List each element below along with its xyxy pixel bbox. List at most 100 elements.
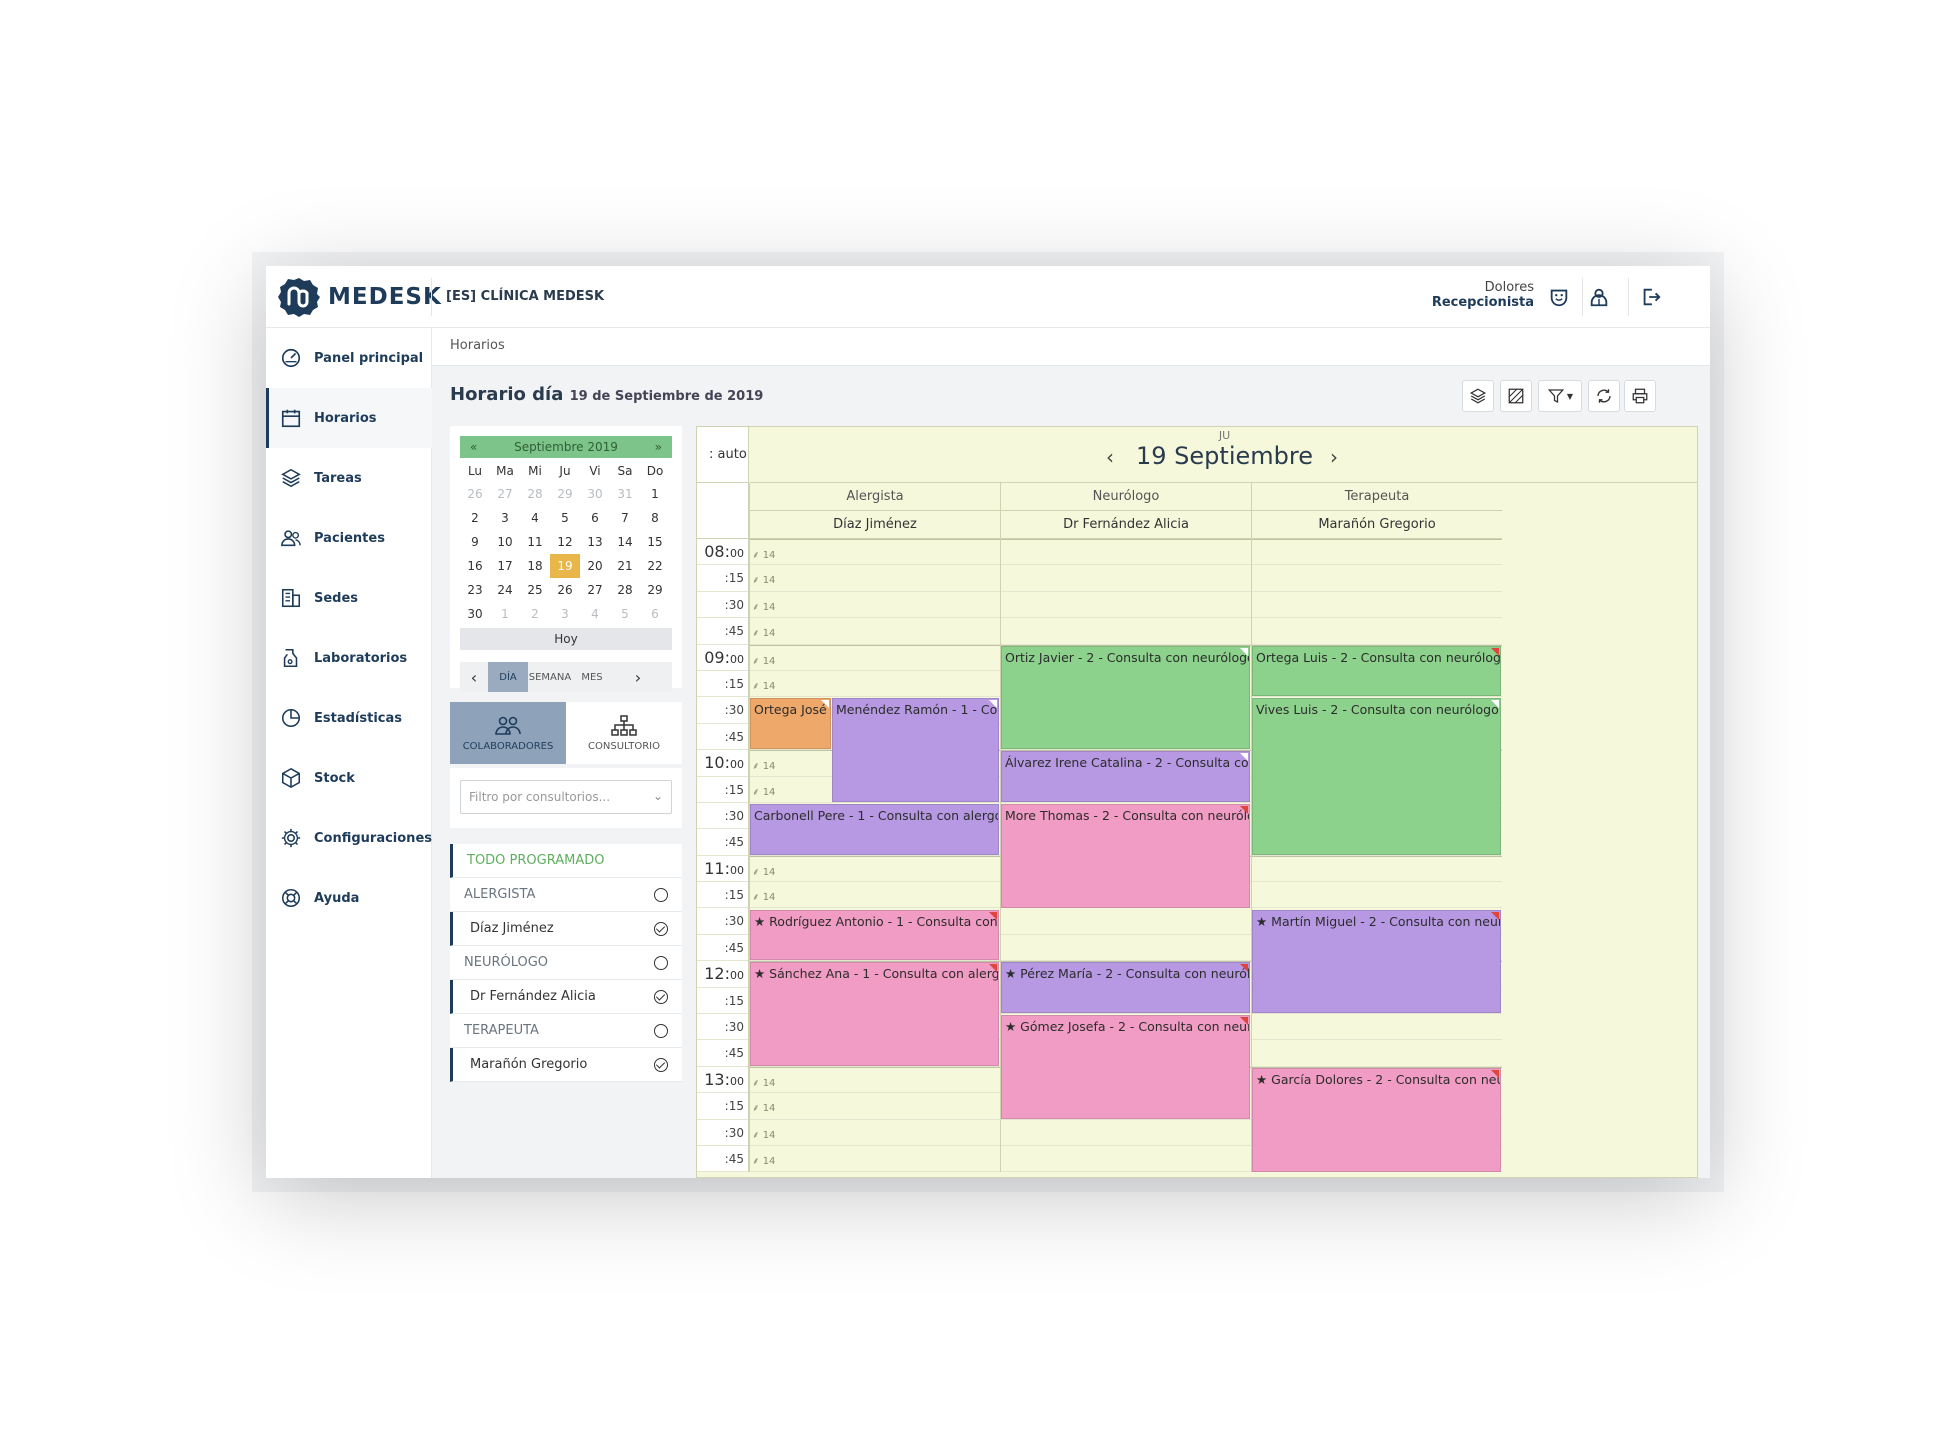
- group-radio[interactable]: [654, 955, 668, 970]
- sidebar-item-configuraciones[interactable]: Configuraciones: [266, 808, 432, 868]
- time-slot[interactable]: [750, 829, 1000, 856]
- time-slot[interactable]: [1001, 539, 1251, 566]
- time-slot[interactable]: [1001, 724, 1251, 751]
- calendar-day[interactable]: 26: [467, 487, 483, 501]
- calendar-day[interactable]: 6: [651, 607, 659, 621]
- time-slot[interactable]: ⸙ 14: [750, 592, 1000, 619]
- sidebar-item-laboratorios[interactable]: Laboratorios: [266, 628, 432, 688]
- appointment[interactable]: ★ Martín Miguel - 2 - Consulta con neuró…: [1252, 909, 1501, 1014]
- print-button[interactable]: [1624, 380, 1656, 412]
- doctor-checkbox[interactable]: [654, 921, 668, 936]
- doctor-item[interactable]: Díaz Jiménez: [450, 912, 682, 946]
- chevron-left-icon[interactable]: ‹: [1106, 445, 1114, 469]
- time-slot[interactable]: [1252, 829, 1502, 856]
- sidebar-item-stock[interactable]: Stock: [266, 748, 432, 808]
- calendar-day[interactable]: 18: [527, 559, 543, 573]
- calendar-day[interactable]: 27: [497, 487, 513, 501]
- time-slot[interactable]: [1001, 988, 1251, 1015]
- calendar-day[interactable]: 24: [497, 583, 513, 597]
- calendar-day[interactable]: 14: [617, 535, 633, 549]
- view-day-button[interactable]: DÍA: [488, 662, 528, 692]
- auto-height-toggle[interactable]: : auto: [697, 427, 749, 483]
- calendar-day[interactable]: 3: [501, 511, 509, 525]
- calendar-day[interactable]: 2: [531, 607, 539, 621]
- time-slot[interactable]: [1252, 882, 1502, 909]
- user-profile-icon[interactable]: [1586, 284, 1612, 310]
- calendar-day[interactable]: 5: [621, 607, 629, 621]
- calendar-day[interactable]: 13: [587, 535, 603, 549]
- calendar-day[interactable]: 4: [591, 607, 599, 621]
- calendar-day[interactable]: 31: [617, 487, 633, 501]
- time-slot[interactable]: ⸙ 14: [750, 671, 1000, 698]
- refresh-button[interactable]: [1588, 380, 1620, 412]
- today-button[interactable]: Hoy: [460, 628, 672, 650]
- sidebar-item-horarios[interactable]: Horarios: [266, 388, 432, 448]
- calendar-day[interactable]: 16: [467, 559, 483, 573]
- calendar-day[interactable]: 5: [561, 511, 569, 525]
- appointment[interactable]: Ortiz Javier - 2 - Consulta con neurólog…: [1001, 645, 1250, 750]
- calendar-day[interactable]: 20: [587, 559, 603, 573]
- calendar-day[interactable]: 21: [617, 559, 633, 573]
- appointment[interactable]: ★ Sánchez Ana - 1 - Consulta con alergól…: [750, 962, 999, 1066]
- sidebar-item-tareas[interactable]: Tareas: [266, 448, 432, 508]
- calendar-day[interactable]: 1: [501, 607, 509, 621]
- appointment[interactable]: Carbonell Pere - 1 - Consulta con alergó…: [750, 804, 999, 855]
- next-day-button[interactable]: ›: [634, 667, 642, 687]
- calendar-day[interactable]: 30: [467, 607, 483, 621]
- sidebar-item-estadisticas[interactable]: Estadísticas: [266, 688, 432, 748]
- doctor-checkbox[interactable]: [654, 989, 668, 1004]
- calendar-day[interactable]: 2: [471, 511, 479, 525]
- calendar-day[interactable]: 28: [617, 583, 633, 597]
- group-terapeuta[interactable]: TERAPEUTA: [450, 1014, 682, 1048]
- time-slot[interactable]: ⸙ 14: [750, 644, 1000, 671]
- time-slot[interactable]: [1001, 1146, 1251, 1173]
- time-slot[interactable]: [1001, 882, 1251, 909]
- time-slot[interactable]: ⸙ 14: [750, 1066, 1000, 1094]
- time-slot[interactable]: [1252, 618, 1502, 645]
- time-slot[interactable]: ⸙ 14: [750, 855, 1000, 883]
- chevron-right-icon[interactable]: ›: [1330, 445, 1338, 469]
- doctor-item[interactable]: Marañón Gregorio: [450, 1048, 682, 1082]
- calendar-day[interactable]: 17: [497, 559, 513, 573]
- calendar-day[interactable]: 25: [527, 583, 543, 597]
- calendar-day[interactable]: 30: [587, 487, 603, 501]
- calendar-day[interactable]: 3: [561, 607, 569, 621]
- time-slot[interactable]: [1001, 935, 1251, 962]
- calendar-day[interactable]: 10: [497, 535, 513, 549]
- calendar-day[interactable]: 29: [557, 487, 573, 501]
- time-slot[interactable]: ⸙ 14: [750, 618, 1000, 645]
- time-slot[interactable]: [1252, 1040, 1502, 1067]
- calendar-day[interactable]: 15: [647, 535, 663, 549]
- calendar-day[interactable]: 1: [651, 487, 659, 501]
- calendar-day[interactable]: 11: [527, 535, 543, 549]
- time-slot[interactable]: [1001, 1120, 1251, 1146]
- view-month-button[interactable]: MES: [581, 671, 603, 683]
- time-slot[interactable]: ⸙ 14: [750, 539, 1000, 566]
- time-slot[interactable]: ⸙ 14: [750, 1146, 1000, 1173]
- calendar-day[interactable]: 9: [471, 535, 479, 549]
- office-filter-select[interactable]: Filtro por consultorios... ⌄: [460, 780, 672, 814]
- prev-month-button[interactable]: «: [470, 440, 478, 454]
- appointment[interactable]: Vives Luis - 2 - Consulta con neurólogo: [1252, 698, 1501, 855]
- calendar-day[interactable]: 4: [531, 511, 539, 525]
- logo[interactable]: MEDESK: [278, 276, 442, 318]
- appointment[interactable]: More Thomas - 2 - Consulta con neurólogo: [1001, 804, 1250, 908]
- time-slot[interactable]: [1252, 988, 1502, 1015]
- time-slot[interactable]: [1252, 1146, 1502, 1173]
- user-info[interactable]: Dolores Recepcionista: [1266, 280, 1534, 310]
- appointment[interactable]: Menéndez Ramón - 1 - Consulta con alergó…: [832, 698, 999, 802]
- office-mode-button[interactable]: CONSULTORIO: [566, 702, 682, 764]
- doctor-checkbox[interactable]: [654, 1057, 668, 1072]
- sidebar-item-pacientes[interactable]: Pacientes: [266, 508, 432, 568]
- appointment[interactable]: ★ Pérez María - 2 - Consulta con neurólo…: [1001, 962, 1250, 1014]
- time-slot[interactable]: ⸙ 14: [750, 882, 1000, 909]
- calendar-day[interactable]: 29: [647, 583, 663, 597]
- appointment[interactable]: Ortega José: [750, 698, 831, 750]
- time-slot[interactable]: ⸙ 14: [750, 1093, 1000, 1120]
- appointment[interactable]: ★ García Dolores - 2 - Consulta con neur…: [1252, 1068, 1501, 1172]
- time-slot[interactable]: [1001, 1093, 1251, 1120]
- calendar-day[interactable]: 19: [550, 554, 580, 578]
- time-slot[interactable]: ⸙ 14: [750, 1120, 1000, 1146]
- mood-icon[interactable]: [1546, 284, 1572, 310]
- group-radio[interactable]: [654, 887, 668, 902]
